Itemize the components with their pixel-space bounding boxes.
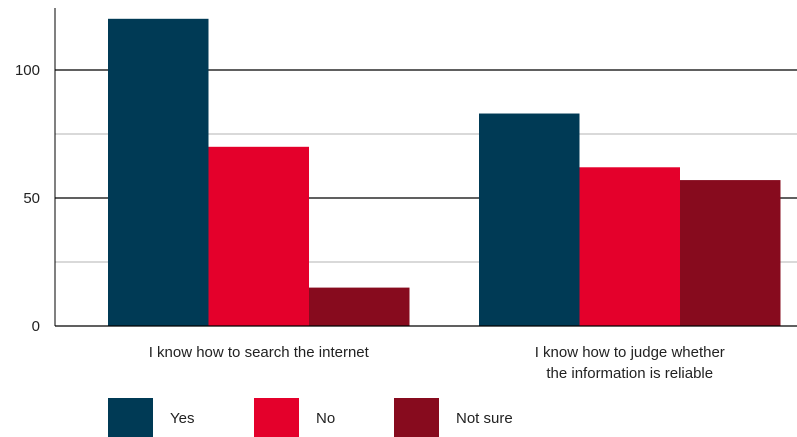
legend-swatch xyxy=(108,398,153,437)
y-axis-ticks: 0 50 100 xyxy=(15,62,40,335)
bar-no xyxy=(208,146,309,326)
x-category-label: I know how to search the internet xyxy=(149,344,370,361)
y-tick-label: 50 xyxy=(23,190,40,207)
x-axis-labels: I know how to search the internet I know … xyxy=(149,344,725,382)
bars xyxy=(108,18,781,327)
x-category-label: I know how to judge whether xyxy=(535,344,725,361)
legend-label: Not sure xyxy=(456,410,513,427)
legend-swatch xyxy=(394,398,439,437)
bar-yes xyxy=(479,113,580,327)
legend-swatch xyxy=(254,398,299,437)
x-category-label: the information is reliable xyxy=(546,365,713,382)
bar-no xyxy=(579,167,680,326)
bar-not-sure xyxy=(680,180,781,326)
bar-not-sure xyxy=(309,287,410,326)
bar-yes xyxy=(108,18,209,327)
legend-label: Yes xyxy=(170,410,194,427)
y-tick-label: 0 xyxy=(32,318,40,335)
y-tick-label: 100 xyxy=(15,62,40,79)
legend-label: No xyxy=(316,410,335,427)
legend: Yes No Not sure xyxy=(108,398,513,437)
